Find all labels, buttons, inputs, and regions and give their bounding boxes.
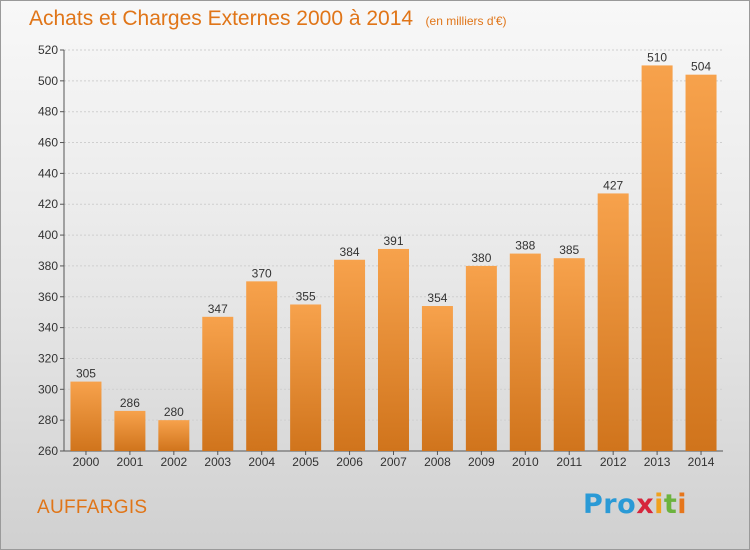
logo-letter: P xyxy=(583,489,604,520)
y-tick-labels: 260 280 300 320 340 360 380 400 420 440 460 480 500 5… xyxy=(38,43,58,458)
y-tick-label: 320 xyxy=(38,351,58,365)
bar xyxy=(685,74,717,451)
bar xyxy=(246,281,278,451)
data-label: 305 xyxy=(76,367,96,381)
bar xyxy=(553,258,585,451)
x-tick-label: 2000 xyxy=(73,455,100,469)
x-tick-label: 2014 xyxy=(688,455,715,469)
bar xyxy=(114,410,146,451)
bar xyxy=(202,316,234,451)
x-tick-label: 2009 xyxy=(468,455,495,469)
bar xyxy=(378,248,409,451)
data-labels: 305 286 280 347 370 355 384 391 354 380 388 385 427 5… xyxy=(76,50,711,419)
bar xyxy=(509,253,541,451)
data-label: 391 xyxy=(383,234,403,248)
bar xyxy=(334,259,366,451)
bar xyxy=(465,265,497,451)
bar xyxy=(641,65,673,451)
bar xyxy=(290,304,322,451)
y-tick-label: 360 xyxy=(38,290,58,304)
chart-title-text: Achats et Charges Externes 2000 à 2014 xyxy=(29,7,414,30)
data-label: 347 xyxy=(208,302,228,316)
y-tick-label: 520 xyxy=(38,43,58,57)
x-tick-label: 2002 xyxy=(160,455,187,469)
proxiti-logo: Proxiti xyxy=(583,489,687,520)
x-tick-label: 2006 xyxy=(336,455,363,469)
y-tick-label: 260 xyxy=(38,444,58,458)
x-tick-label: 2008 xyxy=(424,455,451,469)
bar xyxy=(597,193,629,451)
y-tick-label: 480 xyxy=(38,105,58,119)
bar xyxy=(70,381,102,451)
data-label: 504 xyxy=(691,60,711,74)
x-tick-label: 2004 xyxy=(248,455,275,469)
data-label: 384 xyxy=(340,245,360,259)
x-tick-label: 2003 xyxy=(204,455,231,469)
y-tick-label: 500 xyxy=(38,74,58,88)
x-tick-label: 2012 xyxy=(600,455,627,469)
x-tick-label: 2010 xyxy=(512,455,539,469)
data-label: 380 xyxy=(471,251,491,265)
bars xyxy=(70,65,717,451)
data-label: 370 xyxy=(252,266,272,280)
logo-letter: r xyxy=(603,489,618,520)
bar xyxy=(158,420,190,451)
data-label: 388 xyxy=(515,239,535,253)
data-label: 427 xyxy=(603,178,623,192)
y-tick-label: 400 xyxy=(38,228,58,242)
data-label: 385 xyxy=(559,243,579,257)
y-tick-label: 280 xyxy=(38,413,58,427)
logo-letter: x xyxy=(636,489,655,520)
data-label: 355 xyxy=(296,289,316,303)
x-tick-label: 2001 xyxy=(117,455,144,469)
data-label: 286 xyxy=(120,396,140,410)
y-tick-label: 300 xyxy=(38,382,58,396)
chart-unit-label: (en milliers d'€) xyxy=(425,14,507,28)
place-name: AUFFARGIS xyxy=(37,497,148,518)
x-tick-label: 2011 xyxy=(556,455,582,469)
bar xyxy=(421,306,453,451)
y-tick-label: 460 xyxy=(38,136,58,150)
chart-title: Achats et Charges Externes 2000 à 2014 (… xyxy=(29,7,507,31)
y-tick-label: 380 xyxy=(38,259,58,273)
logo-letter: i xyxy=(654,489,664,520)
x-tick-label: 2005 xyxy=(292,455,319,469)
x-tick-label: 2013 xyxy=(644,455,671,469)
x-tick-label: 2007 xyxy=(380,455,407,469)
logo-letter: i xyxy=(677,489,688,520)
data-label: 280 xyxy=(164,405,184,419)
data-label: 354 xyxy=(427,291,447,305)
y-tick-label: 420 xyxy=(38,197,58,211)
logo-letter: o xyxy=(617,489,637,520)
data-label: 510 xyxy=(647,50,667,64)
x-tick-labels: 2000 2001 2002 2003 2004 2005 2006 2007 2008 2009… xyxy=(73,455,715,469)
logo-letter: t xyxy=(663,489,678,520)
y-tick-label: 340 xyxy=(38,321,58,335)
y-tick-label: 440 xyxy=(38,166,58,180)
